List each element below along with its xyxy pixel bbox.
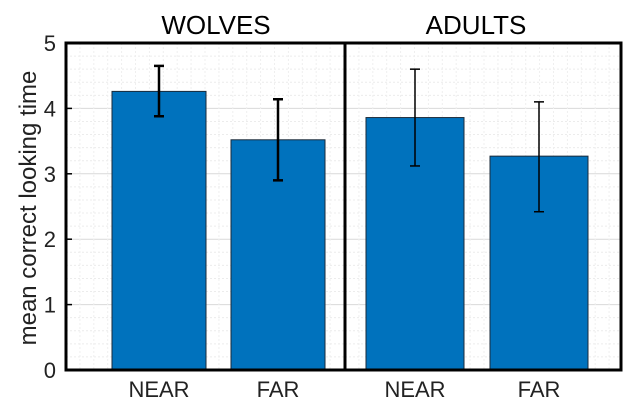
y-tick-label-0: 0 bbox=[44, 358, 56, 383]
y-tick-label-3: 3 bbox=[44, 162, 56, 187]
bar-wolves-near bbox=[111, 90, 207, 371]
error-bar-wolves-near bbox=[154, 64, 164, 118]
bar-adults-near bbox=[365, 117, 465, 371]
x-tick-label-adults-far: FAR bbox=[518, 377, 561, 402]
error-bars-group bbox=[154, 64, 544, 213]
y-tick-label-4: 4 bbox=[44, 96, 56, 121]
error-bar-adults-far bbox=[534, 101, 544, 213]
panel-frame-adults bbox=[343, 41, 623, 372]
panel-title-wolves: WOLVES bbox=[161, 10, 270, 40]
tick-labels-group: NEAR FAR NEAR FAR 0 1 2 3 4 5 bbox=[44, 31, 561, 402]
bars-group bbox=[111, 90, 589, 371]
panel-title-adults: ADULTS bbox=[426, 10, 527, 40]
x-tick-label-adults-near: NEAR bbox=[384, 377, 445, 402]
y-axis-label: mean correct looking time bbox=[15, 71, 42, 346]
x-tick-label-wolves-near: NEAR bbox=[128, 377, 189, 402]
y-tick-label-5: 5 bbox=[44, 31, 56, 56]
panel-frames bbox=[64, 41, 623, 372]
y-tick-label-2: 2 bbox=[44, 227, 56, 252]
x-tick-label-wolves-far: FAR bbox=[257, 377, 300, 402]
error-bar-adults-near bbox=[410, 68, 420, 167]
error-bar-wolves-far bbox=[273, 97, 283, 182]
y-tick-label-1: 1 bbox=[44, 293, 56, 318]
